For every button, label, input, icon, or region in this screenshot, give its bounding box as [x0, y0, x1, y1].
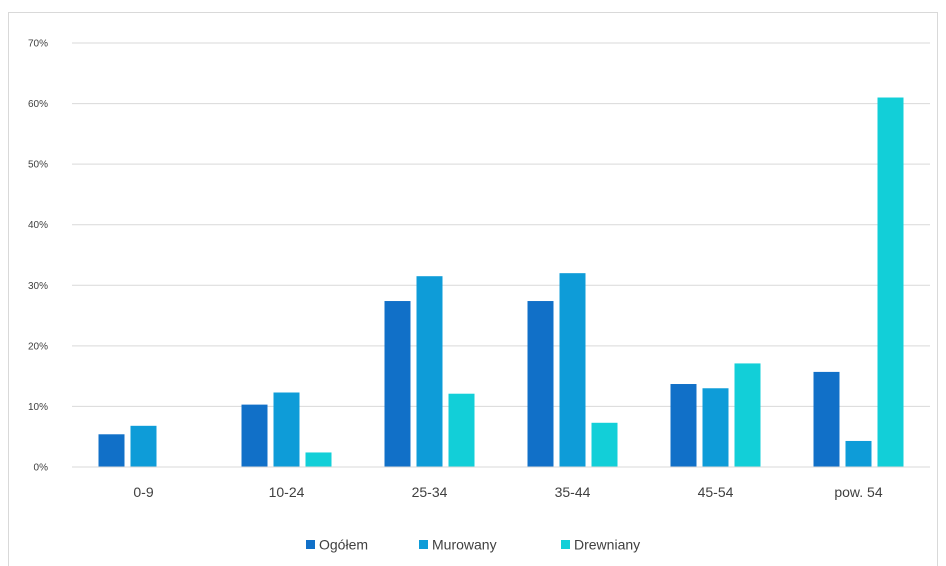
legend-swatch-drewniany: [561, 540, 570, 549]
bar-murowany-pow-54: [845, 440, 872, 467]
legend-swatch-ogółem: [306, 540, 315, 549]
x-tick-label: 10-24: [269, 484, 305, 500]
x-tick-label: 45-54: [698, 484, 734, 500]
bar-drewniany-pow-54: [877, 97, 904, 467]
bar-murowany-0-9: [130, 425, 157, 467]
bar-ogółem-0-9: [98, 434, 125, 467]
y-tick-label: 70%: [28, 39, 48, 50]
legend-label-ogółem: Ogółem: [319, 537, 368, 553]
y-tick-label: 40%: [28, 220, 48, 231]
legend: Ogółem Murowany Drewniany: [306, 537, 640, 553]
y-tick-label: 60%: [28, 99, 48, 110]
bar-murowany-10-24: [273, 392, 300, 467]
bar-murowany-45-54: [702, 388, 729, 467]
legend-label-drewniany: Drewniany: [574, 537, 640, 553]
x-axis-ticks: 0-9 10-24 25-34 35-44 45-54 pow. 54: [72, 466, 930, 500]
y-tick-label: 20%: [28, 341, 48, 352]
gridlines: [72, 42, 930, 468]
x-tick-label: 0-9: [133, 484, 153, 500]
bar-drewniany-35-44: [591, 422, 618, 467]
bar-murowany-25-34: [416, 276, 443, 467]
bar-ogółem-pow-54: [813, 371, 840, 467]
y-tick-label: 0%: [34, 463, 49, 474]
legend-swatch-murowany: [419, 540, 428, 549]
x-tick-label: pow. 54: [834, 484, 882, 500]
bar-murowany-35-44: [559, 273, 586, 467]
y-tick-label: 50%: [28, 160, 48, 171]
y-axis-ticks: 0% 10% 20% 30% 40% 50% 60% 70%: [28, 39, 48, 474]
bar-drewniany-10-24: [305, 452, 332, 467]
bars: [98, 97, 904, 467]
x-tick-label: 25-34: [412, 484, 448, 500]
legend-label-murowany: Murowany: [432, 537, 497, 553]
bar-ogółem-25-34: [384, 301, 411, 467]
bar-ogółem-35-44: [527, 301, 554, 467]
bar-ogółem-10-24: [241, 404, 268, 467]
y-tick-label: 30%: [28, 281, 48, 292]
bar-ogółem-45-54: [670, 384, 697, 467]
x-tick-label: 35-44: [555, 484, 591, 500]
y-tick-label: 10%: [28, 402, 48, 413]
chart-frame: [8, 12, 938, 566]
bar-drewniany-45-54: [734, 363, 761, 467]
bar-drewniany-25-34: [448, 393, 475, 467]
